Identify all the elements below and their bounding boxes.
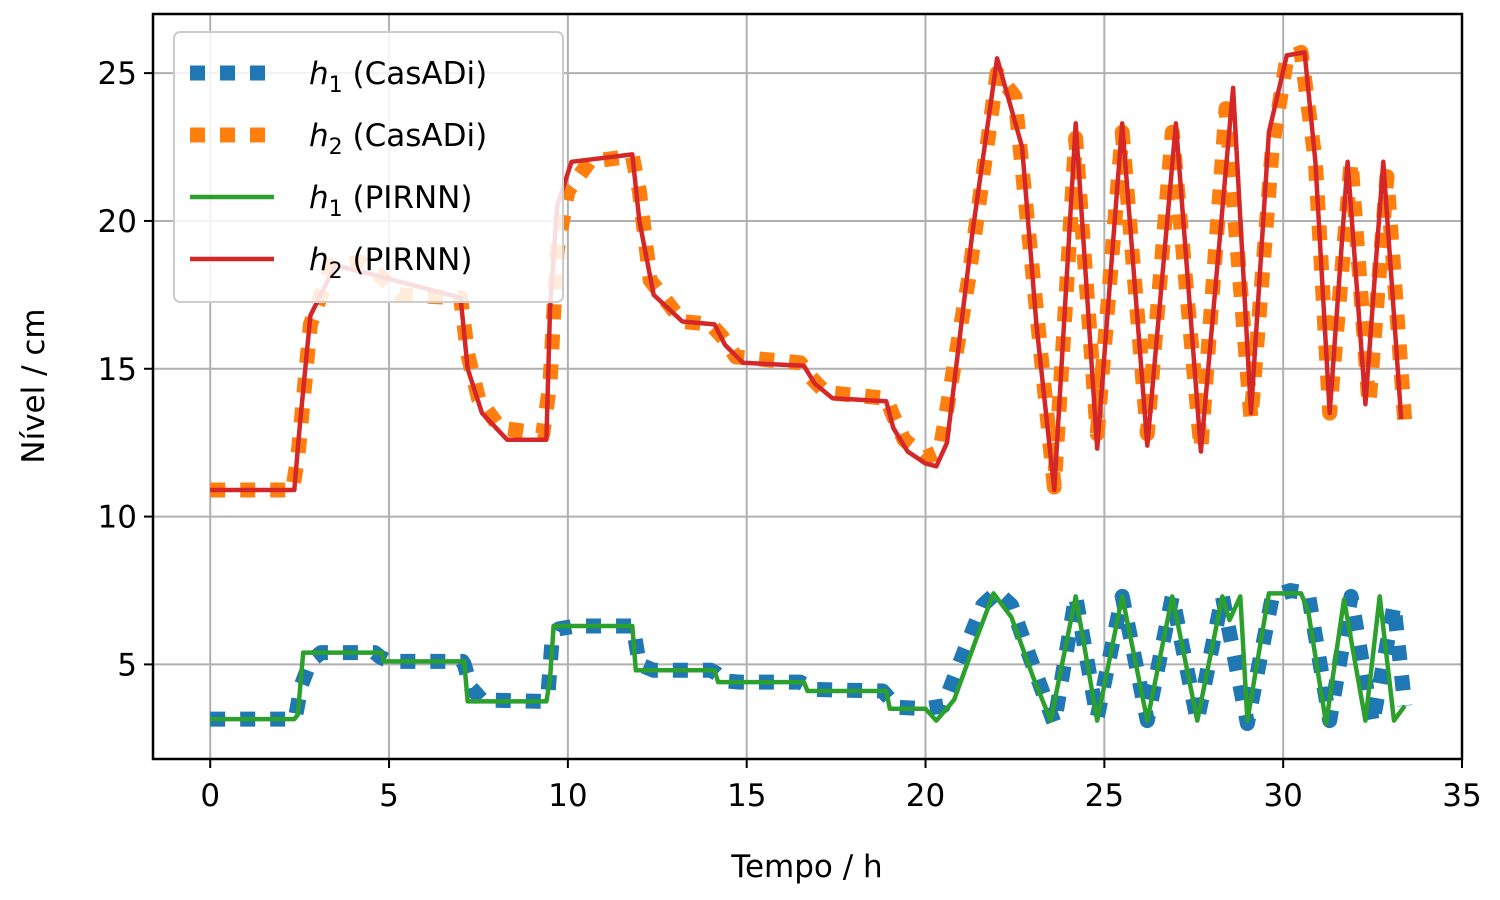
y-tick-label: 25 [98,56,137,92]
y-tick-label: 20 [98,204,137,240]
y-tick-label: 5 [117,647,137,683]
legend-label: h2 (CasADi) [309,118,487,160]
x-axis-label: Tempo / h [730,849,882,885]
x-tick-label: 30 [1263,778,1302,814]
x-tick-label: 5 [379,778,399,814]
x-tick-label: 0 [200,778,220,814]
legend: h1 (CasADi) h2 (CasADi) h1 (PIRNN) h2 (PIRN… [173,31,564,303]
legend-item: h2 (CasADi) [190,118,487,160]
legend-item: h1 (CasADi) [190,56,487,98]
x-tick-label: 10 [548,778,587,814]
legend-label: h1 (PIRNN) [309,180,472,222]
tick-layer: 0 5 10 15 20 25 30 35 5 10 15 20 25 [98,56,1482,814]
legend-item: h1 (PIRNN) [190,180,472,222]
y-tick-label: 15 [98,352,137,388]
legend-box [173,31,564,303]
series-3-line [210,591,1407,726]
x-tick-label: 20 [906,778,945,814]
y-tick-label: 10 [98,500,137,536]
series-layer [210,44,1413,731]
legend-item: h2 (PIRNN) [190,242,472,284]
y-axis-label: Nível / cm [16,308,52,463]
legend-label: h1 (CasADi) [309,56,487,98]
legend-label: h2 (PIRNN) [309,242,472,284]
x-tick-label: 15 [727,778,766,814]
x-tick-label: 25 [1085,778,1124,814]
x-tick-label: 35 [1442,778,1481,814]
plot-frame [151,12,1464,761]
series-4-line [210,50,1404,493]
